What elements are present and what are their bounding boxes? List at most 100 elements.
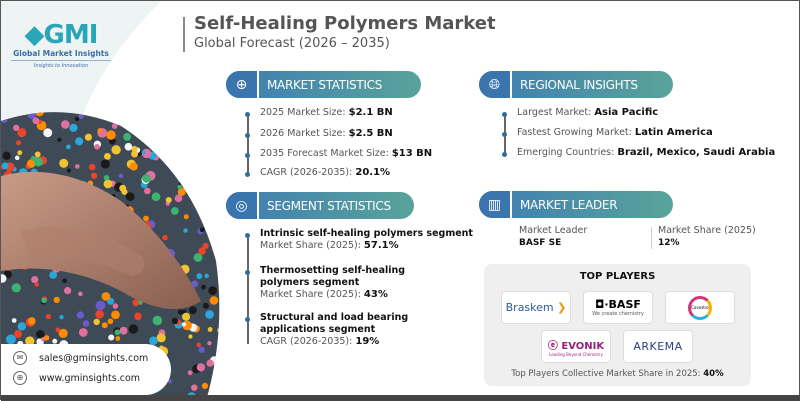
bead bbox=[32, 117, 40, 125]
bead bbox=[188, 159, 195, 166]
globe-icon: ⊕ bbox=[13, 371, 27, 385]
bead bbox=[14, 330, 23, 339]
bead bbox=[58, 328, 68, 338]
bead bbox=[216, 245, 220, 255]
bead bbox=[1, 162, 9, 170]
bead bbox=[118, 173, 124, 179]
bead bbox=[216, 112, 220, 115]
bead bbox=[17, 128, 27, 138]
bead bbox=[148, 129, 156, 137]
bead bbox=[27, 159, 36, 168]
bead bbox=[218, 137, 220, 145]
bead bbox=[191, 384, 198, 391]
bead bbox=[162, 234, 168, 241]
bead bbox=[208, 116, 216, 123]
bead bbox=[177, 184, 183, 190]
bead bbox=[75, 137, 84, 146]
bead bbox=[112, 303, 119, 309]
bead bbox=[33, 157, 44, 167]
bead bbox=[193, 253, 203, 262]
bead bbox=[171, 317, 179, 325]
bead bbox=[111, 123, 118, 129]
bead bbox=[125, 115, 132, 121]
braskem-logo: Braskem ❯ bbox=[501, 291, 571, 324]
bead bbox=[177, 187, 186, 196]
bead bbox=[225, 115, 231, 124]
bead bbox=[146, 139, 152, 145]
bead bbox=[74, 116, 80, 122]
bead bbox=[11, 318, 17, 323]
bead bbox=[188, 334, 193, 339]
bead bbox=[196, 342, 202, 348]
bead bbox=[143, 187, 151, 195]
bead bbox=[49, 271, 57, 279]
bead bbox=[204, 163, 215, 174]
bead bbox=[201, 146, 206, 151]
bead bbox=[103, 179, 113, 189]
bead bbox=[34, 151, 41, 158]
bead bbox=[201, 284, 207, 290]
bead bbox=[224, 296, 231, 304]
bead bbox=[57, 137, 62, 142]
bead bbox=[141, 137, 146, 143]
bead bbox=[177, 309, 184, 315]
bead bbox=[82, 320, 90, 327]
bead bbox=[152, 112, 158, 115]
bead bbox=[210, 121, 219, 130]
bead bbox=[31, 275, 39, 284]
bead bbox=[202, 116, 209, 123]
bead bbox=[13, 124, 20, 131]
bead bbox=[41, 297, 47, 304]
arkema-logo: ARKEMA bbox=[623, 330, 693, 363]
bead bbox=[101, 322, 108, 329]
bead bbox=[217, 201, 220, 209]
bead bbox=[225, 243, 229, 247]
bead bbox=[181, 322, 187, 327]
bead bbox=[141, 150, 146, 155]
bead bbox=[53, 296, 60, 304]
bead bbox=[84, 133, 92, 141]
building-chart-icon: ▥ bbox=[479, 191, 512, 218]
website-link[interactable]: www.gminsights.com bbox=[39, 372, 141, 384]
basf-logo: ◘·BASF We create chemistry bbox=[583, 291, 653, 324]
segment-statistics-header: ◎ SEGMENT STATISTICS bbox=[226, 192, 414, 219]
segment-chart-icon: ◎ bbox=[226, 192, 259, 219]
bead bbox=[2, 151, 11, 160]
bead bbox=[160, 112, 166, 118]
bead bbox=[217, 327, 220, 333]
bead bbox=[123, 115, 129, 121]
market-statistics-header: ⊕ MARKET STATISTICS bbox=[226, 71, 421, 98]
bead bbox=[114, 329, 121, 336]
bead bbox=[111, 310, 120, 320]
bead bbox=[184, 176, 195, 187]
bead bbox=[227, 172, 231, 178]
bead bbox=[200, 120, 209, 129]
bead bbox=[123, 132, 132, 141]
bead bbox=[222, 357, 226, 361]
bead bbox=[78, 328, 88, 337]
bead bbox=[119, 184, 127, 192]
bead bbox=[94, 144, 100, 150]
bottom-bar bbox=[1, 395, 800, 401]
bead bbox=[224, 230, 231, 240]
market-leader-header: ▥ MARKET LEADER bbox=[479, 191, 673, 218]
bead bbox=[218, 311, 220, 317]
bead bbox=[14, 155, 20, 161]
bead bbox=[187, 370, 193, 376]
bead bbox=[218, 337, 220, 348]
bead bbox=[223, 258, 229, 264]
bead bbox=[224, 110, 229, 115]
bead bbox=[64, 287, 72, 295]
bead bbox=[1, 274, 7, 283]
bead bbox=[204, 273, 209, 279]
leader-divider bbox=[651, 227, 652, 249]
bead bbox=[180, 148, 186, 154]
bead bbox=[215, 202, 220, 211]
bead bbox=[202, 302, 209, 309]
bead bbox=[220, 258, 224, 262]
bead bbox=[196, 363, 206, 372]
bead bbox=[219, 284, 220, 291]
bead bbox=[17, 322, 27, 331]
email-link[interactable]: sales@gminsights.com bbox=[39, 352, 149, 364]
bead bbox=[52, 338, 58, 344]
